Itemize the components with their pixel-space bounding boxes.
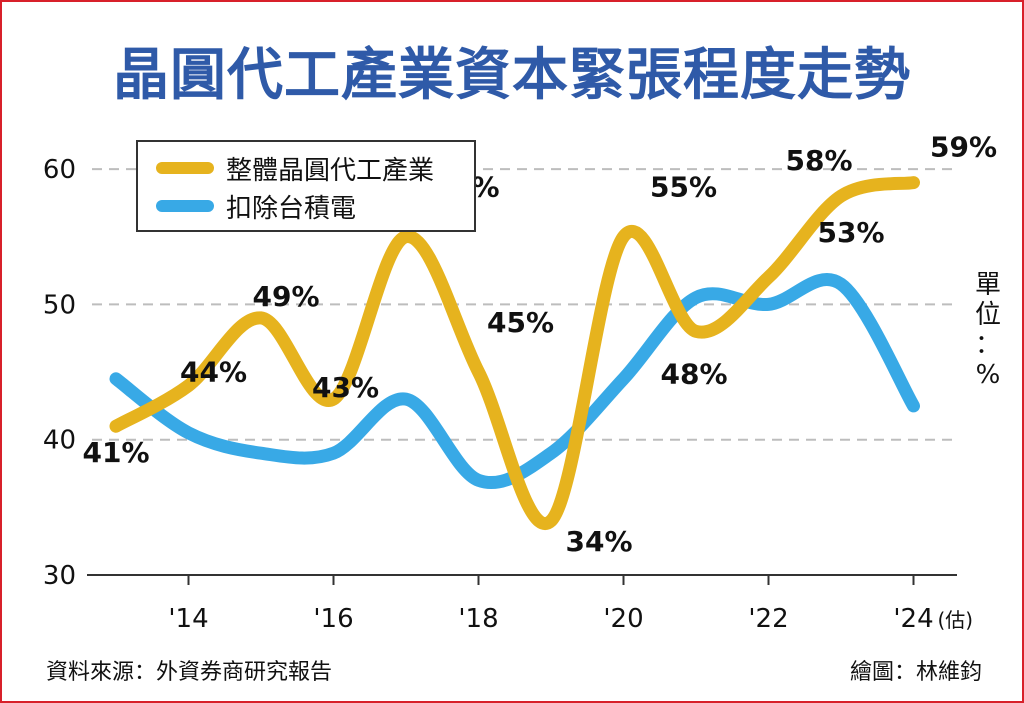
x-tick-label: '18	[458, 604, 498, 634]
y-tick-label: 30	[43, 561, 76, 591]
unit-char: %	[975, 360, 1001, 390]
credit-note: 繪圖：林維鈞	[849, 660, 982, 685]
axes: 30 40 50 60 '14 '16 '18 '20 '22 '24 (估)	[43, 155, 973, 634]
legend-swatch-total	[156, 162, 214, 174]
series-lines	[109, 176, 920, 531]
unit-char: 單	[974, 270, 1001, 300]
data-label: 58%	[785, 144, 852, 177]
data-label: 59%	[930, 131, 997, 164]
data-label: 53%	[817, 216, 884, 249]
x-tick-label: '14	[168, 604, 208, 634]
legend-item-ex-tsmc: 扣除台積電	[156, 186, 356, 226]
series-line-total	[109, 176, 920, 531]
y-tick-label: 40	[43, 426, 76, 456]
unit-char: 位	[974, 300, 1001, 330]
legend-swatch-ex-tsmc	[156, 200, 214, 212]
legend-item-total: 整體晶圓代工產業	[156, 148, 434, 188]
y-tick-label: 50	[43, 290, 76, 320]
unit-label: 單 位 ： %	[968, 270, 1008, 390]
y-tick-label: 60	[43, 155, 76, 185]
data-label: 44%	[180, 356, 247, 389]
x-tick-label: '22	[748, 604, 788, 634]
source-note: 資料來源：外資券商研究報告	[46, 660, 333, 685]
data-label: 55%	[650, 171, 717, 204]
data-label: 45%	[487, 306, 554, 339]
data-label: 41%	[82, 436, 149, 469]
x-tick-label: '16	[313, 604, 353, 634]
series-line-ex-tsmc	[109, 273, 920, 490]
data-label: 48%	[660, 357, 727, 390]
data-label: 34%	[565, 525, 632, 558]
chart-title: 晶圓代工產業資本緊張程度走勢	[113, 43, 911, 108]
legend: 整體晶圓代工產業 扣除台積電	[136, 140, 476, 232]
legend-label-ex-tsmc: 扣除台積電	[226, 193, 357, 224]
legend-label-total: 整體晶圓代工產業	[226, 155, 435, 186]
x-tick-label: '20	[603, 604, 643, 634]
x-tick-label: '24	[893, 604, 933, 634]
data-label: 49%	[252, 280, 319, 313]
x-tick-note: (估)	[938, 608, 974, 632]
unit-char: ：	[974, 330, 1001, 360]
data-label: 43%	[312, 371, 379, 404]
